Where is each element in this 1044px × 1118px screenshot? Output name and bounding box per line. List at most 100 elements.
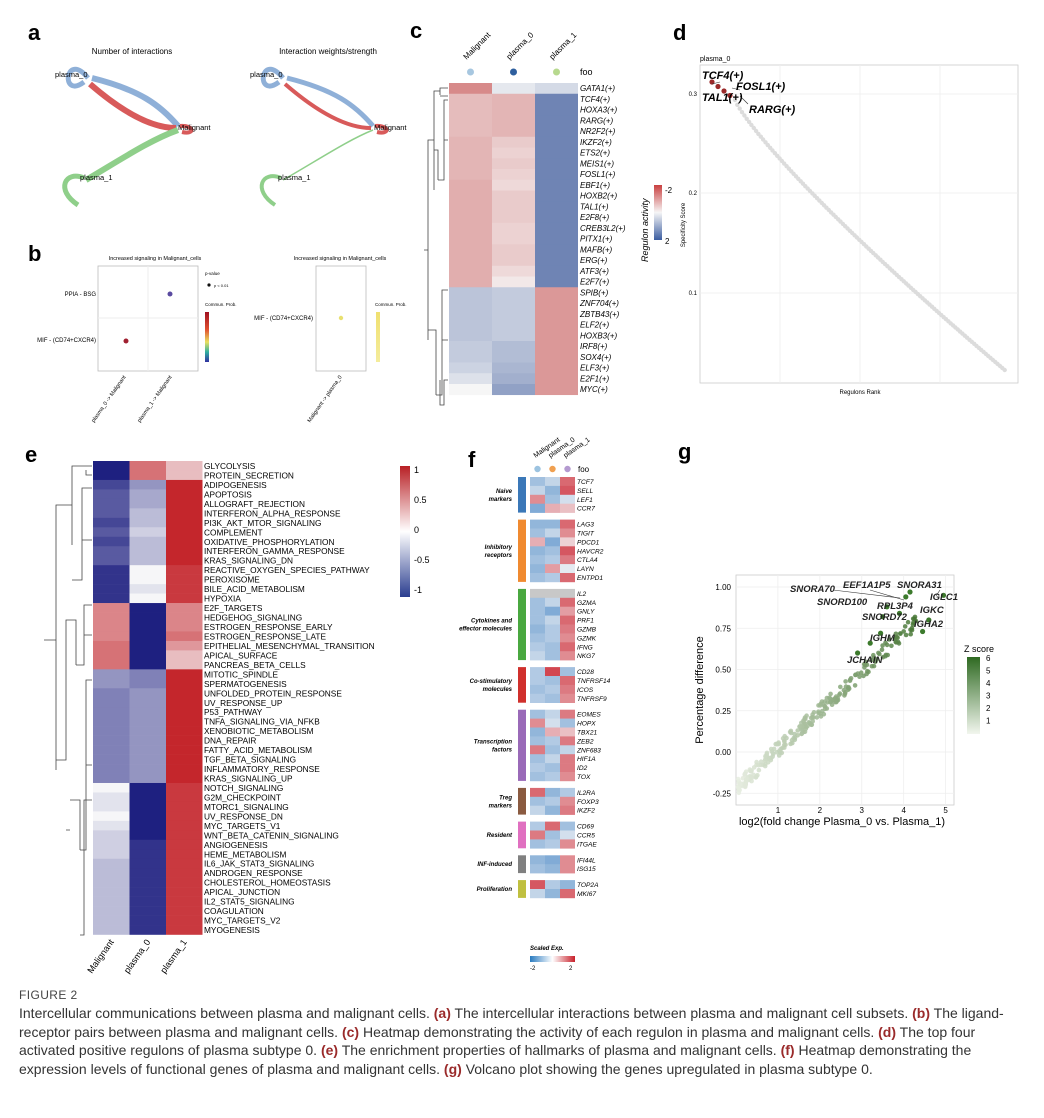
f-cell <box>530 651 545 661</box>
c-annotation-label: foo <box>580 67 593 77</box>
f-gene-label: TBX21 <box>577 730 597 737</box>
e-cell <box>129 849 166 860</box>
f-cell <box>530 606 545 616</box>
f-cell <box>545 651 560 661</box>
f-gene-label: LEF1 <box>577 497 593 504</box>
g-point <box>814 715 820 720</box>
f-cell <box>560 787 575 798</box>
f-group-bar <box>518 821 526 849</box>
e-row-label: PEROXISOME <box>204 575 260 585</box>
c-cell <box>449 373 492 385</box>
e-cell <box>129 612 166 623</box>
c-row-label: IRF8(+) <box>580 342 608 351</box>
g-label-5: RPL3P4 <box>877 601 914 612</box>
e-row-label: XENOBIOTIC_METABOLISM <box>204 726 314 736</box>
f-cell <box>530 564 545 574</box>
g-point <box>893 640 899 645</box>
f-legend-title: Scaled Exp. <box>530 946 564 952</box>
g-point <box>735 776 741 782</box>
f-group-bar <box>518 588 526 661</box>
g-point <box>802 729 808 735</box>
d-ylabel: Specificity Score <box>681 202 687 247</box>
f-group-bar <box>518 477 526 513</box>
c-row-label: IKZF2(+) <box>580 138 612 147</box>
c-cell <box>535 212 578 224</box>
g-point <box>883 653 888 659</box>
c-cell <box>492 158 535 170</box>
d-label-tcf4: TCF4(+) <box>702 70 744 82</box>
e-cell <box>129 461 166 471</box>
c-cell <box>492 212 535 224</box>
e-cell <box>129 792 166 803</box>
f-cell <box>545 597 560 607</box>
f-gene-label: EOMES <box>577 712 601 719</box>
g-point <box>762 763 768 769</box>
c-row-label: E2F8(+) <box>580 213 609 222</box>
g-point <box>903 632 909 638</box>
f-group-label: INF-induced <box>477 862 512 868</box>
g-xtick: 3 <box>860 806 865 815</box>
f-group-bar <box>518 787 526 815</box>
g-xtick: 5 <box>943 806 948 815</box>
f-gene-label: ITGAE <box>577 841 597 848</box>
f-cell <box>560 597 575 607</box>
e-cell <box>166 603 203 613</box>
e-cell <box>129 489 166 500</box>
e-cell <box>129 621 166 632</box>
e-cell <box>166 640 203 651</box>
f-cell <box>530 727 545 737</box>
g-point <box>869 663 875 669</box>
g-point <box>822 699 827 704</box>
c-column-label: plasma_1 <box>548 30 579 61</box>
c-row-label: MYC(+) <box>580 385 608 394</box>
g-ytick: 1.00 <box>715 583 731 592</box>
e-cell <box>166 461 203 471</box>
e-cell <box>93 801 130 812</box>
e-cell <box>166 697 203 708</box>
c-cell <box>449 126 492 138</box>
f-cell <box>560 537 575 547</box>
e-cell <box>166 546 203 556</box>
f-cell <box>530 477 545 487</box>
f-cell <box>560 839 575 849</box>
e-row-label: NOTCH_SIGNALING <box>204 783 283 793</box>
c-row-label: PITX1(+) <box>580 235 613 244</box>
e-row-label: APICAL_SURFACE <box>204 650 278 660</box>
f-group-label: Cytokines and effector molecules <box>459 619 513 633</box>
e-cell <box>129 887 166 897</box>
f-gene-label: FOXP3 <box>577 799 599 806</box>
e-cell <box>166 726 203 736</box>
e-cell <box>166 555 203 566</box>
e-cell <box>166 782 203 793</box>
g-legend-tick: 2 <box>986 704 991 713</box>
g-point <box>902 624 908 629</box>
c-cell <box>492 265 535 277</box>
g-point <box>876 650 881 656</box>
e-cell <box>129 754 166 765</box>
c-cell <box>535 93 578 105</box>
c-row-label: RARG(+) <box>580 116 613 125</box>
c-cell <box>492 319 535 331</box>
g-point <box>818 714 824 719</box>
g-point <box>768 746 774 752</box>
e-cell <box>166 498 203 509</box>
f-cell <box>530 745 545 755</box>
e-cell <box>129 906 166 916</box>
e-cell <box>166 811 203 822</box>
c-cell <box>449 115 492 127</box>
c-row-label: TAL1(+) <box>580 202 609 211</box>
e-cell <box>93 716 130 727</box>
e-row-label: ANGIOGENESIS <box>204 840 268 850</box>
e-cell <box>93 527 130 538</box>
e-cell <box>129 517 166 528</box>
e-cell <box>93 887 130 897</box>
d-ytick-0: 0.3 <box>689 92 698 98</box>
e-cell <box>166 868 203 878</box>
figure-label: FIGURE 2 <box>19 988 78 1002</box>
e-row-label: APOPTOSIS <box>204 489 252 499</box>
f-legend-bar <box>530 956 575 962</box>
f-group-label-line: Co-stimulatory <box>470 679 513 685</box>
g-label-3: IGLC1 <box>930 592 958 603</box>
c-cell <box>535 136 578 148</box>
caption-segment: (g) <box>443 1060 462 1077</box>
